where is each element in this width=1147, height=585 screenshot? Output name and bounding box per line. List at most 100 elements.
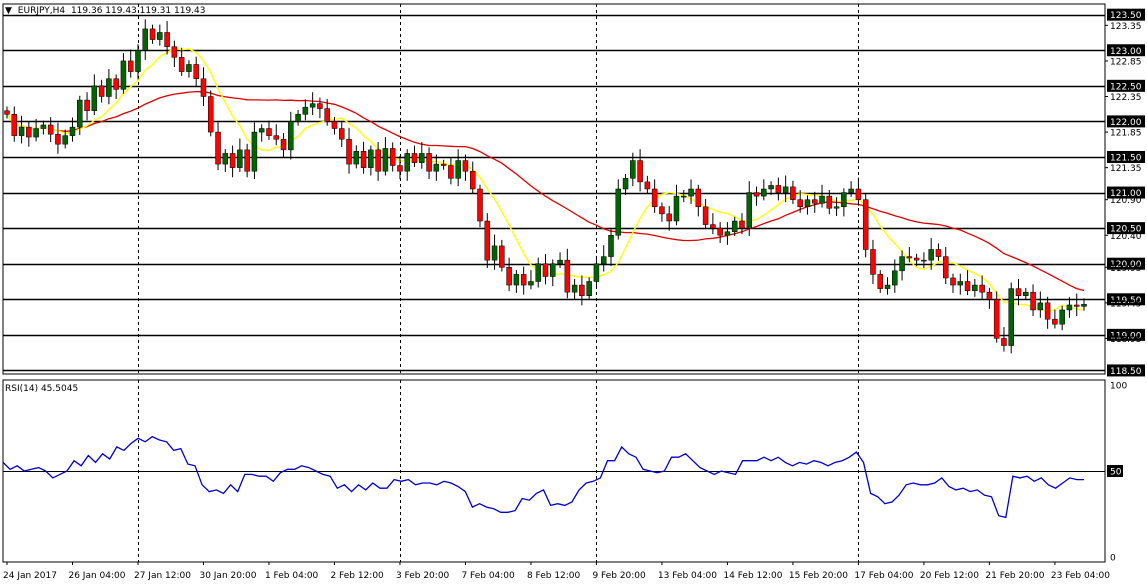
candle-bear xyxy=(229,153,236,168)
price-tick-label: 120.90 xyxy=(1110,196,1142,206)
price-tick-label: 119.95 xyxy=(1110,264,1142,274)
candle-bull xyxy=(142,28,149,51)
candle-bull xyxy=(535,263,541,282)
candle-bear xyxy=(862,199,869,250)
candle-bear xyxy=(542,263,549,277)
candle-bear xyxy=(993,299,1000,339)
candle-bull xyxy=(833,206,840,209)
time-label: 13 Feb 04:00 xyxy=(658,571,717,581)
time-label: 27 Jan 12:00 xyxy=(134,571,191,581)
price-level-tag xyxy=(1107,150,1145,163)
candle-bull xyxy=(120,60,127,90)
candle-bear xyxy=(812,199,818,204)
candle-bear xyxy=(935,249,942,257)
price-level-tag xyxy=(1107,79,1145,92)
candle-bear xyxy=(178,57,185,72)
candle-bear xyxy=(317,103,323,109)
candle-bear xyxy=(47,124,54,135)
grid-layer xyxy=(2,3,1106,563)
time-label: 17 Feb 04:00 xyxy=(854,571,913,581)
chart-header: ▼ EURJPY,H4 119.36 119.43 119.31 119.43 xyxy=(5,6,206,16)
rsi-layer xyxy=(2,435,1084,519)
candle-bull xyxy=(1081,304,1087,307)
header-ohlc: 119.36 119.43 119.31 119.43 xyxy=(71,6,206,16)
candle-bull xyxy=(288,121,294,151)
candle-bear xyxy=(651,188,658,208)
candle-bull xyxy=(681,195,687,198)
candle-bear xyxy=(913,257,920,261)
candle-bull xyxy=(1023,291,1029,296)
candle-bull xyxy=(848,188,854,193)
candle-bull xyxy=(251,131,258,172)
candle-bear xyxy=(448,165,454,179)
candle-bull xyxy=(491,245,498,261)
rsi-scale-label: 100 xyxy=(1110,382,1127,392)
candle-bull xyxy=(731,220,738,232)
candle-bear xyxy=(324,108,330,122)
price-level-label: 120.50 xyxy=(1110,225,1142,235)
candle-bull xyxy=(222,153,229,165)
price-level-tag xyxy=(1107,44,1145,57)
candle-bear xyxy=(1001,338,1007,346)
price-level-label: 122.00 xyxy=(1110,118,1142,128)
candle-bull xyxy=(957,281,964,286)
time-label: 23 Feb 04:00 xyxy=(1051,571,1110,581)
candle-bull xyxy=(353,151,360,165)
candle-bear xyxy=(84,99,90,111)
candle-bear xyxy=(55,133,61,145)
candle-bull xyxy=(819,195,825,204)
candle-bull xyxy=(258,128,265,133)
header-arrow-icon[interactable]: ▼ xyxy=(5,6,12,16)
candle-bear xyxy=(426,153,432,172)
candle-bull xyxy=(600,256,607,264)
candle-bear xyxy=(462,160,469,172)
candle-bear xyxy=(979,284,985,293)
price-level-tag xyxy=(1107,293,1145,306)
candle-bull xyxy=(106,78,112,97)
time-label: 1 Feb 04:00 xyxy=(265,571,319,581)
candle-bull xyxy=(550,263,556,277)
price-level-label: 119.00 xyxy=(1110,331,1142,341)
candle-bear xyxy=(193,64,199,79)
price-tick-label: 123.35 xyxy=(1110,22,1142,32)
time-label: 3 Feb 20:00 xyxy=(396,571,450,581)
candle-bear xyxy=(666,213,672,222)
candle-bear xyxy=(440,163,447,166)
candle-bull xyxy=(586,281,592,296)
candle-bull xyxy=(673,195,680,222)
candle-bear xyxy=(127,60,134,72)
candle-bear xyxy=(469,170,476,190)
price-level-label: 121.00 xyxy=(1110,189,1142,199)
time-label: 2 Feb 12:00 xyxy=(330,571,384,581)
candle-bear xyxy=(775,185,782,193)
price-level-label: 122.50 xyxy=(1110,82,1142,92)
candle-bear xyxy=(244,149,250,172)
candle-bear xyxy=(397,165,403,172)
candle-bull xyxy=(433,163,440,172)
candle-bear xyxy=(520,274,527,286)
time-label: 7 Feb 04:00 xyxy=(461,571,515,581)
candle-bear xyxy=(1052,318,1058,325)
candle-bear xyxy=(717,227,723,236)
candle-bear xyxy=(695,188,702,208)
rsi-line xyxy=(2,435,1084,519)
price-level-tag xyxy=(1107,364,1145,377)
candle-bull xyxy=(1008,288,1014,346)
candle-bull xyxy=(77,99,83,128)
candle-bull xyxy=(768,185,774,190)
time-label: 14 Feb 12:00 xyxy=(723,571,782,581)
candle-bear xyxy=(942,256,949,279)
price-level-tag xyxy=(1107,115,1145,128)
price-level-label: 118.50 xyxy=(1110,367,1142,377)
price-level-tag xyxy=(1107,328,1145,341)
candle-bear xyxy=(877,274,883,289)
rsi-level-tag xyxy=(1107,465,1123,477)
candle-bear xyxy=(215,131,221,165)
candle-bear xyxy=(484,220,491,261)
candle-bear xyxy=(331,121,338,129)
candle-bear xyxy=(164,32,170,47)
price-tick-label: 118.95 xyxy=(1110,335,1142,345)
candle-bear xyxy=(564,259,571,293)
candle-bear xyxy=(797,199,803,208)
candle-bull xyxy=(782,186,789,193)
